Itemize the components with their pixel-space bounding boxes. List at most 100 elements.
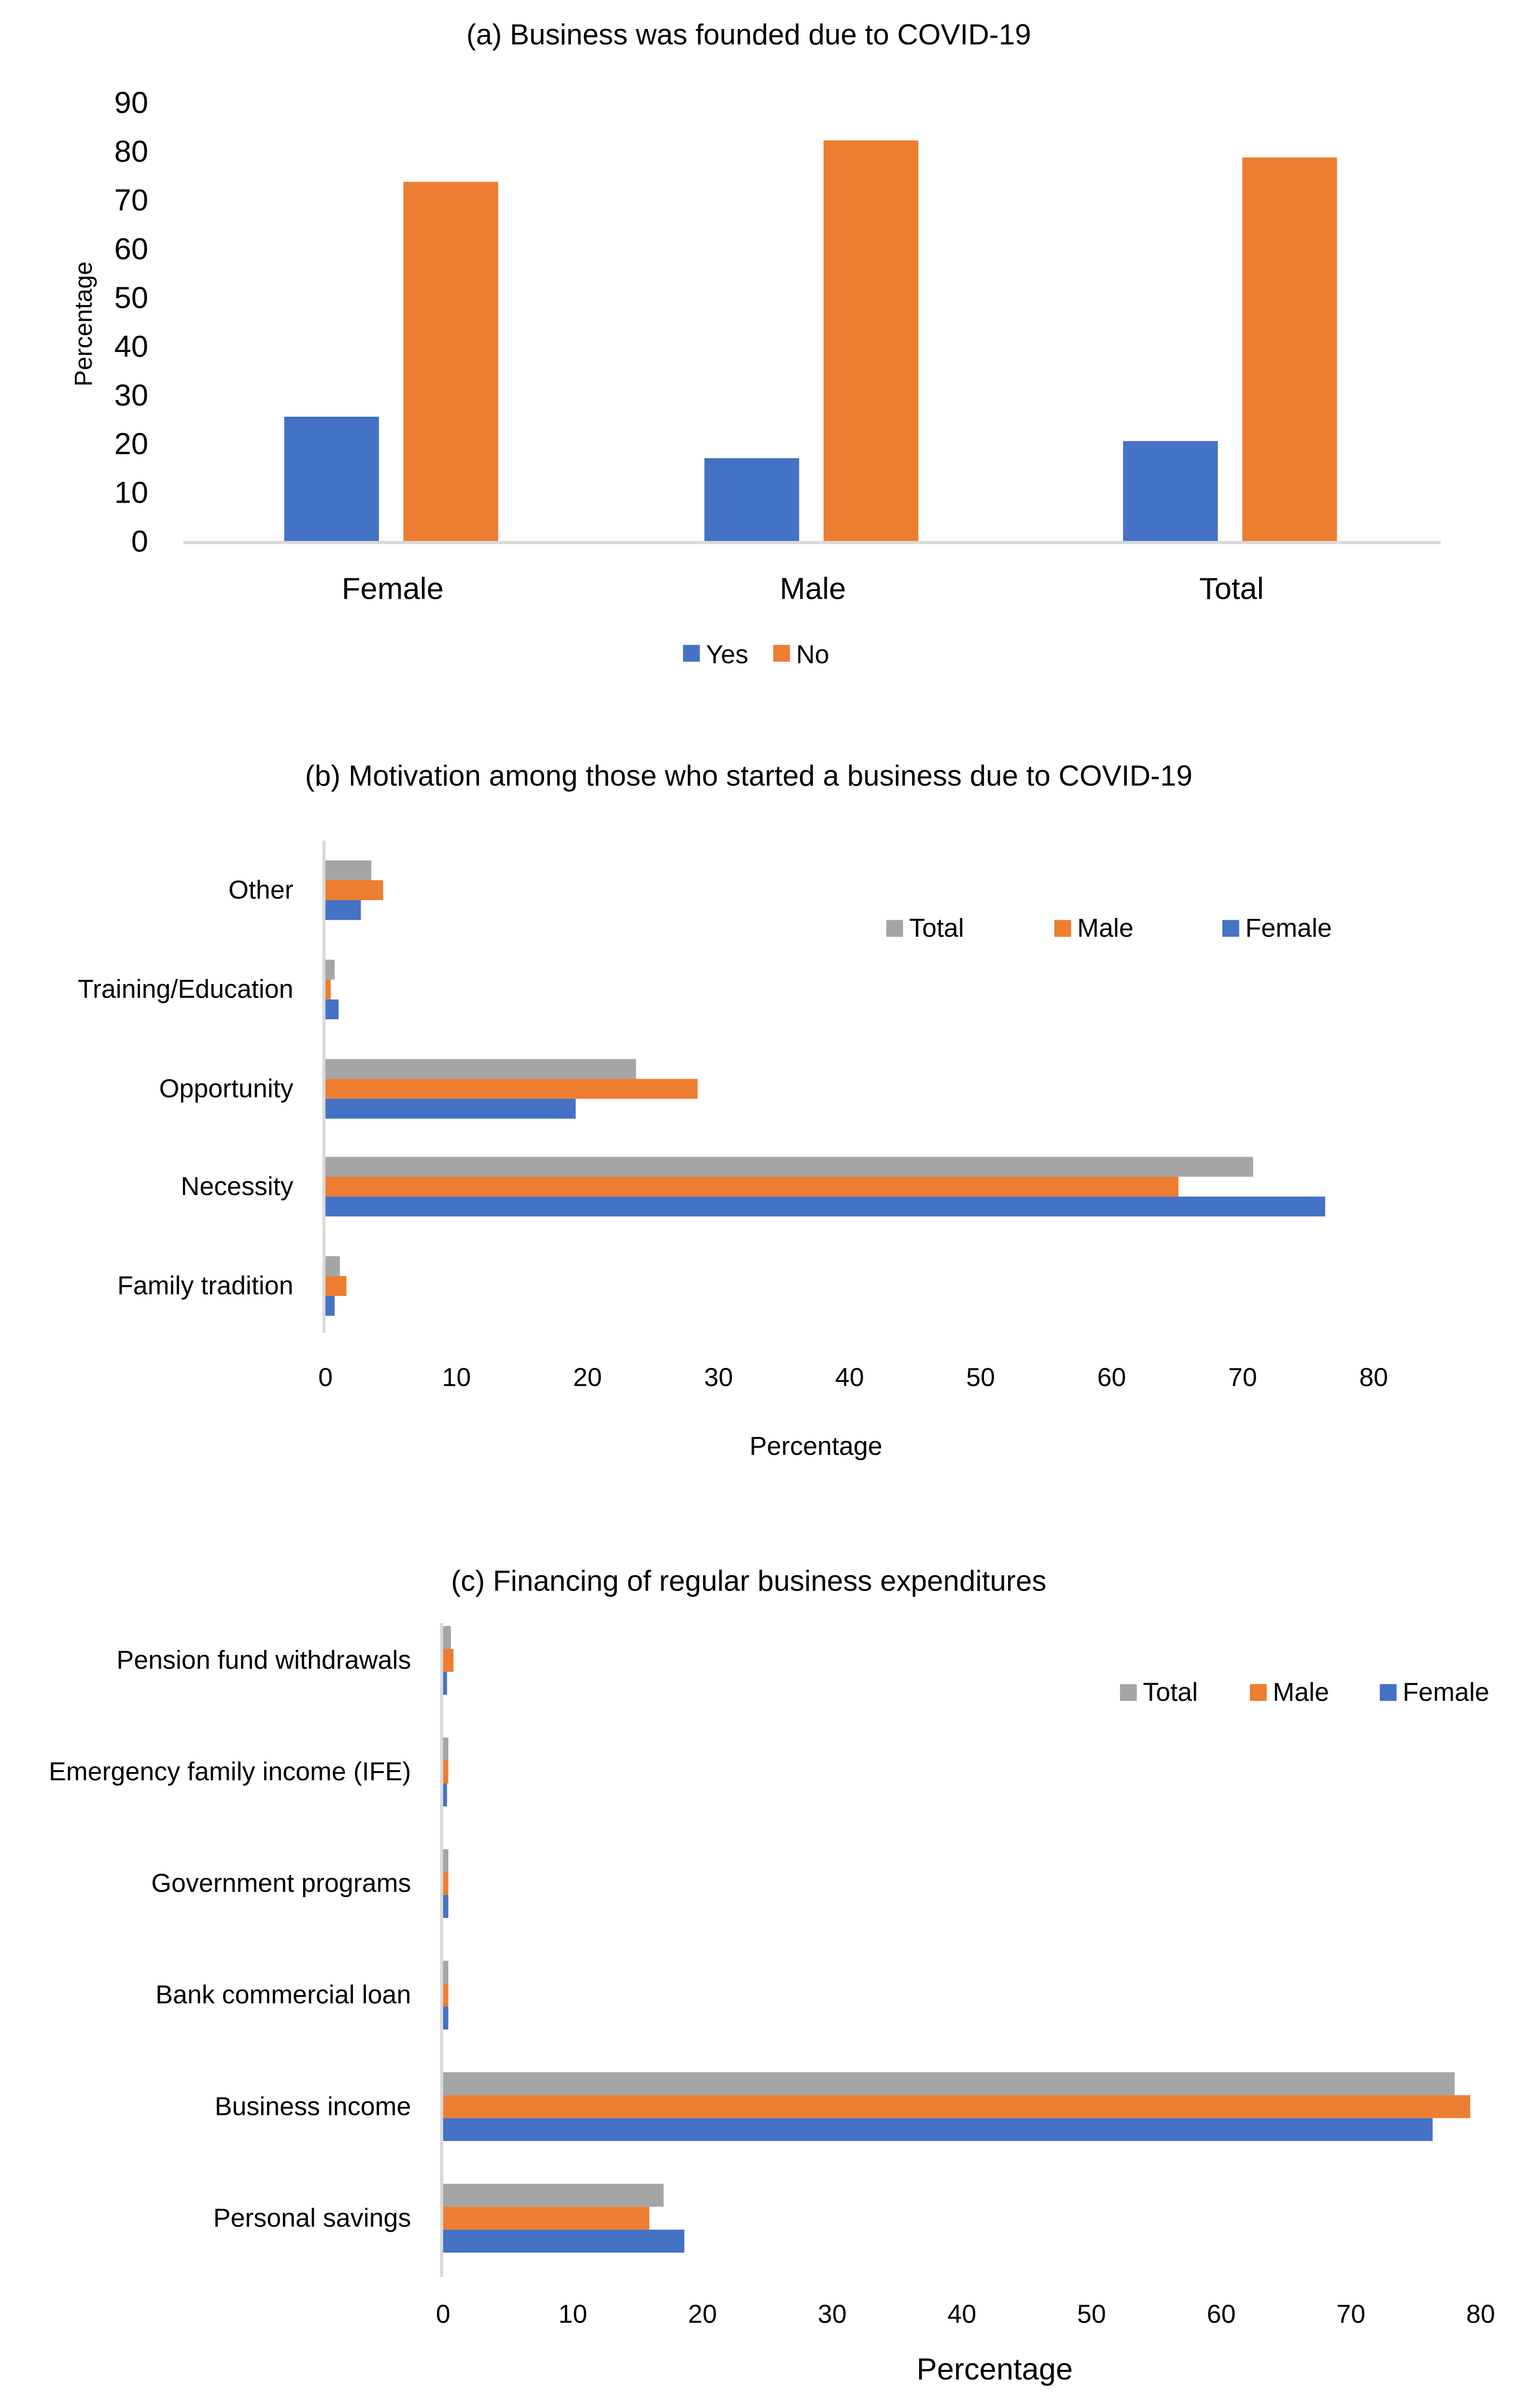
bar-male bbox=[443, 2095, 1471, 2118]
x-tick-label: 80 bbox=[1359, 1363, 1388, 1392]
bar-total bbox=[325, 1256, 340, 1276]
x-tick-label: 60 bbox=[1207, 2300, 1236, 2329]
category-label: Training/Education bbox=[78, 975, 294, 1004]
bar-female bbox=[325, 1296, 335, 1316]
bar-female bbox=[443, 2118, 1433, 2141]
bar-female bbox=[443, 2006, 449, 2030]
bar-no-male bbox=[823, 140, 919, 541]
bar-female bbox=[443, 1672, 447, 1695]
category-label: Personal savings bbox=[213, 2203, 411, 2232]
y-axis-label: Percentage bbox=[70, 261, 97, 386]
legend-swatch-female bbox=[1379, 1684, 1397, 1701]
category-label: Business income bbox=[215, 2092, 411, 2121]
x-tick-label: 50 bbox=[1077, 2300, 1106, 2329]
x-tick-label: 10 bbox=[559, 2300, 588, 2329]
x-tick-label: 70 bbox=[1228, 1363, 1257, 1392]
bar-yes-total bbox=[1123, 441, 1218, 541]
legend-label: Female bbox=[1402, 1678, 1489, 1707]
y-tick-label: 10 bbox=[114, 476, 148, 510]
x-tick-label: 10 bbox=[442, 1363, 471, 1392]
bar-male bbox=[443, 1760, 449, 1784]
legend-swatch-yes bbox=[683, 645, 700, 662]
bar-male bbox=[325, 1177, 1178, 1197]
bar-total bbox=[443, 2072, 1455, 2096]
legend-label: Female bbox=[1245, 914, 1332, 943]
bar-yes-male bbox=[704, 458, 799, 541]
x-tick-label: Total bbox=[1199, 572, 1264, 606]
bar-female bbox=[325, 1098, 576, 1119]
bar-female bbox=[325, 900, 361, 920]
y-tick-label: 0 bbox=[131, 525, 148, 559]
legend-label: Yes bbox=[706, 640, 748, 669]
y-tick-label: 70 bbox=[114, 183, 148, 217]
bar-male bbox=[325, 1276, 347, 1296]
chart-a-title: (a) Business was founded due to COVID-19 bbox=[466, 18, 1031, 51]
legend-swatch-male bbox=[1054, 920, 1071, 937]
y-tick-label: 90 bbox=[114, 86, 148, 120]
bar-total bbox=[443, 2183, 664, 2207]
bar-total bbox=[443, 1737, 449, 1761]
bar-male bbox=[443, 2207, 649, 2230]
y-tick-label: 20 bbox=[114, 427, 148, 461]
legend-swatch-total bbox=[886, 920, 903, 937]
chart-b-title: (b) Motivation among those who started a… bbox=[305, 760, 1192, 792]
x-tick-label: 20 bbox=[573, 1363, 602, 1392]
bar-female bbox=[443, 1783, 447, 1806]
bar-total bbox=[325, 959, 335, 980]
legend-swatch-male bbox=[1249, 1684, 1267, 1701]
legend-label: Total bbox=[909, 914, 964, 943]
bar-male bbox=[325, 1079, 698, 1099]
legend-swatch-female bbox=[1222, 920, 1239, 937]
category-label: Emergency family income (IFE) bbox=[49, 1757, 411, 1786]
x-axis-label: Percentage bbox=[917, 2352, 1073, 2386]
bar-yes-female bbox=[284, 417, 379, 541]
x-tick-label: 0 bbox=[436, 2300, 450, 2329]
legend-label: Male bbox=[1077, 914, 1134, 943]
x-tick-label: 30 bbox=[818, 2300, 847, 2329]
category-label: Necessity bbox=[181, 1172, 294, 1201]
x-tick-label: Male bbox=[780, 572, 846, 606]
bar-total bbox=[325, 1059, 636, 1079]
category-label: Bank commercial loan bbox=[155, 1980, 411, 2009]
chart-c-title: (c) Financing of regular business expend… bbox=[451, 1565, 1046, 1597]
category-label: Family tradition bbox=[117, 1271, 294, 1300]
x-tick-label: 0 bbox=[318, 1363, 333, 1392]
bar-total bbox=[443, 1849, 449, 1873]
bar-total bbox=[325, 860, 372, 881]
x-tick-label: 60 bbox=[1097, 1363, 1126, 1392]
bar-total bbox=[443, 1626, 451, 1649]
bar-no-total bbox=[1242, 157, 1337, 541]
bar-female bbox=[443, 2229, 685, 2253]
legend-label: No bbox=[796, 640, 829, 669]
x-tick-label: 70 bbox=[1336, 2300, 1365, 2329]
y-tick-label: 30 bbox=[114, 379, 148, 412]
bar-female bbox=[443, 1895, 449, 1918]
category-label: Other bbox=[228, 875, 294, 904]
legend-label: Male bbox=[1273, 1678, 1329, 1707]
x-axis-label: Percentage bbox=[750, 1432, 883, 1461]
y-tick-label: 80 bbox=[114, 135, 148, 169]
bar-male bbox=[443, 1648, 454, 1672]
bar-total bbox=[325, 1156, 1253, 1177]
y-tick-label: 50 bbox=[114, 281, 148, 315]
x-tick-label: 30 bbox=[704, 1363, 733, 1392]
x-tick-label: 40 bbox=[947, 2300, 976, 2329]
bar-male bbox=[325, 880, 383, 901]
bar-female bbox=[325, 999, 339, 1020]
x-tick-label: 40 bbox=[835, 1363, 864, 1392]
category-label: Government programs bbox=[151, 1869, 411, 1898]
bar-male bbox=[325, 979, 331, 1000]
bar-total bbox=[443, 1960, 449, 1984]
x-tick-label: 20 bbox=[688, 2300, 717, 2329]
y-tick-label: 40 bbox=[114, 330, 148, 364]
legend-swatch-total bbox=[1120, 1684, 1137, 1701]
bar-male bbox=[443, 1984, 449, 2007]
x-tick-label: 80 bbox=[1466, 2300, 1495, 2329]
bar-no-female bbox=[403, 182, 498, 541]
x-tick-label: 50 bbox=[966, 1363, 995, 1392]
legend-label: Total bbox=[1143, 1678, 1198, 1707]
x-tick-label: Female bbox=[342, 572, 444, 606]
category-label: Pension fund withdrawals bbox=[116, 1646, 411, 1675]
bar-male bbox=[443, 1872, 449, 1895]
